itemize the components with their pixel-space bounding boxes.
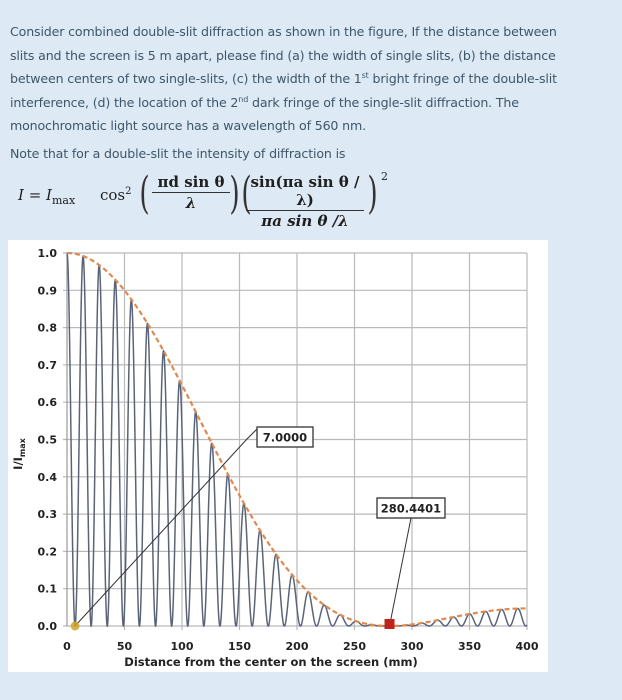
question-text: Consider combined double-slit diffractio… bbox=[10, 20, 610, 138]
x-axis-ticks: 0 50 100 150 200 250 300 350 400 bbox=[63, 640, 539, 653]
fraction-phase: πd sin θ λ bbox=[152, 173, 230, 212]
question-line-1: Consider combined double-slit diffractio… bbox=[10, 24, 557, 39]
left-paren-1: ( bbox=[139, 168, 150, 219]
y-tick-label: 0.3 bbox=[38, 508, 58, 521]
y-tick-label: 1.0 bbox=[38, 247, 58, 260]
y-tick-label: 0.5 bbox=[38, 434, 58, 447]
question-line-3: between centers of two single-slits, (c)… bbox=[10, 71, 557, 87]
question-line-5: monochromatic light source has a wavelen… bbox=[10, 118, 366, 134]
outer-exponent: 2 bbox=[381, 170, 388, 183]
x-tick-label: 200 bbox=[286, 640, 309, 653]
chart-annotations: 7.0000 280.4401 bbox=[70, 426, 446, 631]
intensity-formula: I = Imax cos2 ( πd sin θ λ ) ( sin(πa si… bbox=[12, 170, 392, 230]
marker-first-minimum bbox=[70, 621, 80, 631]
x-tick-label: 350 bbox=[458, 640, 481, 653]
intensity-curve bbox=[66, 252, 528, 628]
y-axis-label: I/Imax bbox=[11, 437, 27, 470]
question-line-4: interference, (d) the location of the 2n… bbox=[10, 94, 519, 110]
x-tick-label: 400 bbox=[516, 640, 539, 653]
question-line-2: slits and the screen is 5 m apart, pleas… bbox=[10, 47, 556, 63]
annotation-callout: 280.4401 bbox=[376, 497, 446, 519]
y-tick-label: 0.7 bbox=[38, 359, 58, 372]
y-tick-label: 0.8 bbox=[38, 322, 58, 335]
y-tick-label: 0.4 bbox=[38, 471, 58, 484]
left-paren-2: ( bbox=[241, 168, 252, 219]
note-text: Note that for a double-slit the intensit… bbox=[10, 146, 346, 161]
y-tick-label: 0.0 bbox=[38, 620, 58, 633]
x-tick-label: 150 bbox=[228, 640, 251, 653]
right-paren-2: ) bbox=[367, 168, 378, 219]
y-tick-label: 0.6 bbox=[38, 396, 58, 409]
fraction-sinc: sin(πa sin θ /λ) πa sin θ /λ bbox=[246, 173, 364, 230]
y-axis-ticks: 0.0 0.1 0.2 0.3 0.4 0.5 0.6 0.7 0.8 0.9 1.0 bbox=[38, 247, 58, 633]
formula-lhs: I = Imax bbox=[18, 186, 76, 207]
x-tick-label: 50 bbox=[117, 640, 133, 653]
x-tick-label: 250 bbox=[343, 640, 366, 653]
x-tick-label: 0 bbox=[63, 640, 71, 653]
svg-text:7.0000: 7.0000 bbox=[263, 431, 307, 445]
chart-svg: 0.0 0.1 0.2 0.3 0.4 0.5 0.6 0.7 0.8 0.9 1.0 0 50 100… bbox=[11, 247, 539, 669]
y-tick-label: 0.1 bbox=[38, 583, 58, 596]
y-tick-label: 0.2 bbox=[38, 545, 58, 558]
marker-envelope-zero bbox=[384, 619, 395, 629]
svg-text:280.4401: 280.4401 bbox=[381, 502, 441, 516]
intensity-chart: 0.0 0.1 0.2 0.3 0.4 0.5 0.6 0.7 0.8 0.9 1.0 0 50 100… bbox=[8, 240, 548, 672]
y-tick-label: 0.9 bbox=[38, 284, 58, 297]
x-axis-label: Distance from the center on the screen (… bbox=[124, 655, 417, 669]
formula-cos: cos2 bbox=[100, 186, 132, 204]
svg-text:I/Imax: I/Imax bbox=[11, 437, 27, 470]
x-tick-label: 300 bbox=[401, 640, 424, 653]
right-paren-1: ) bbox=[229, 168, 240, 219]
annotation-callout: 7.0000 bbox=[256, 426, 314, 448]
envelope-curve bbox=[66, 251, 528, 628]
x-tick-label: 100 bbox=[171, 640, 194, 653]
